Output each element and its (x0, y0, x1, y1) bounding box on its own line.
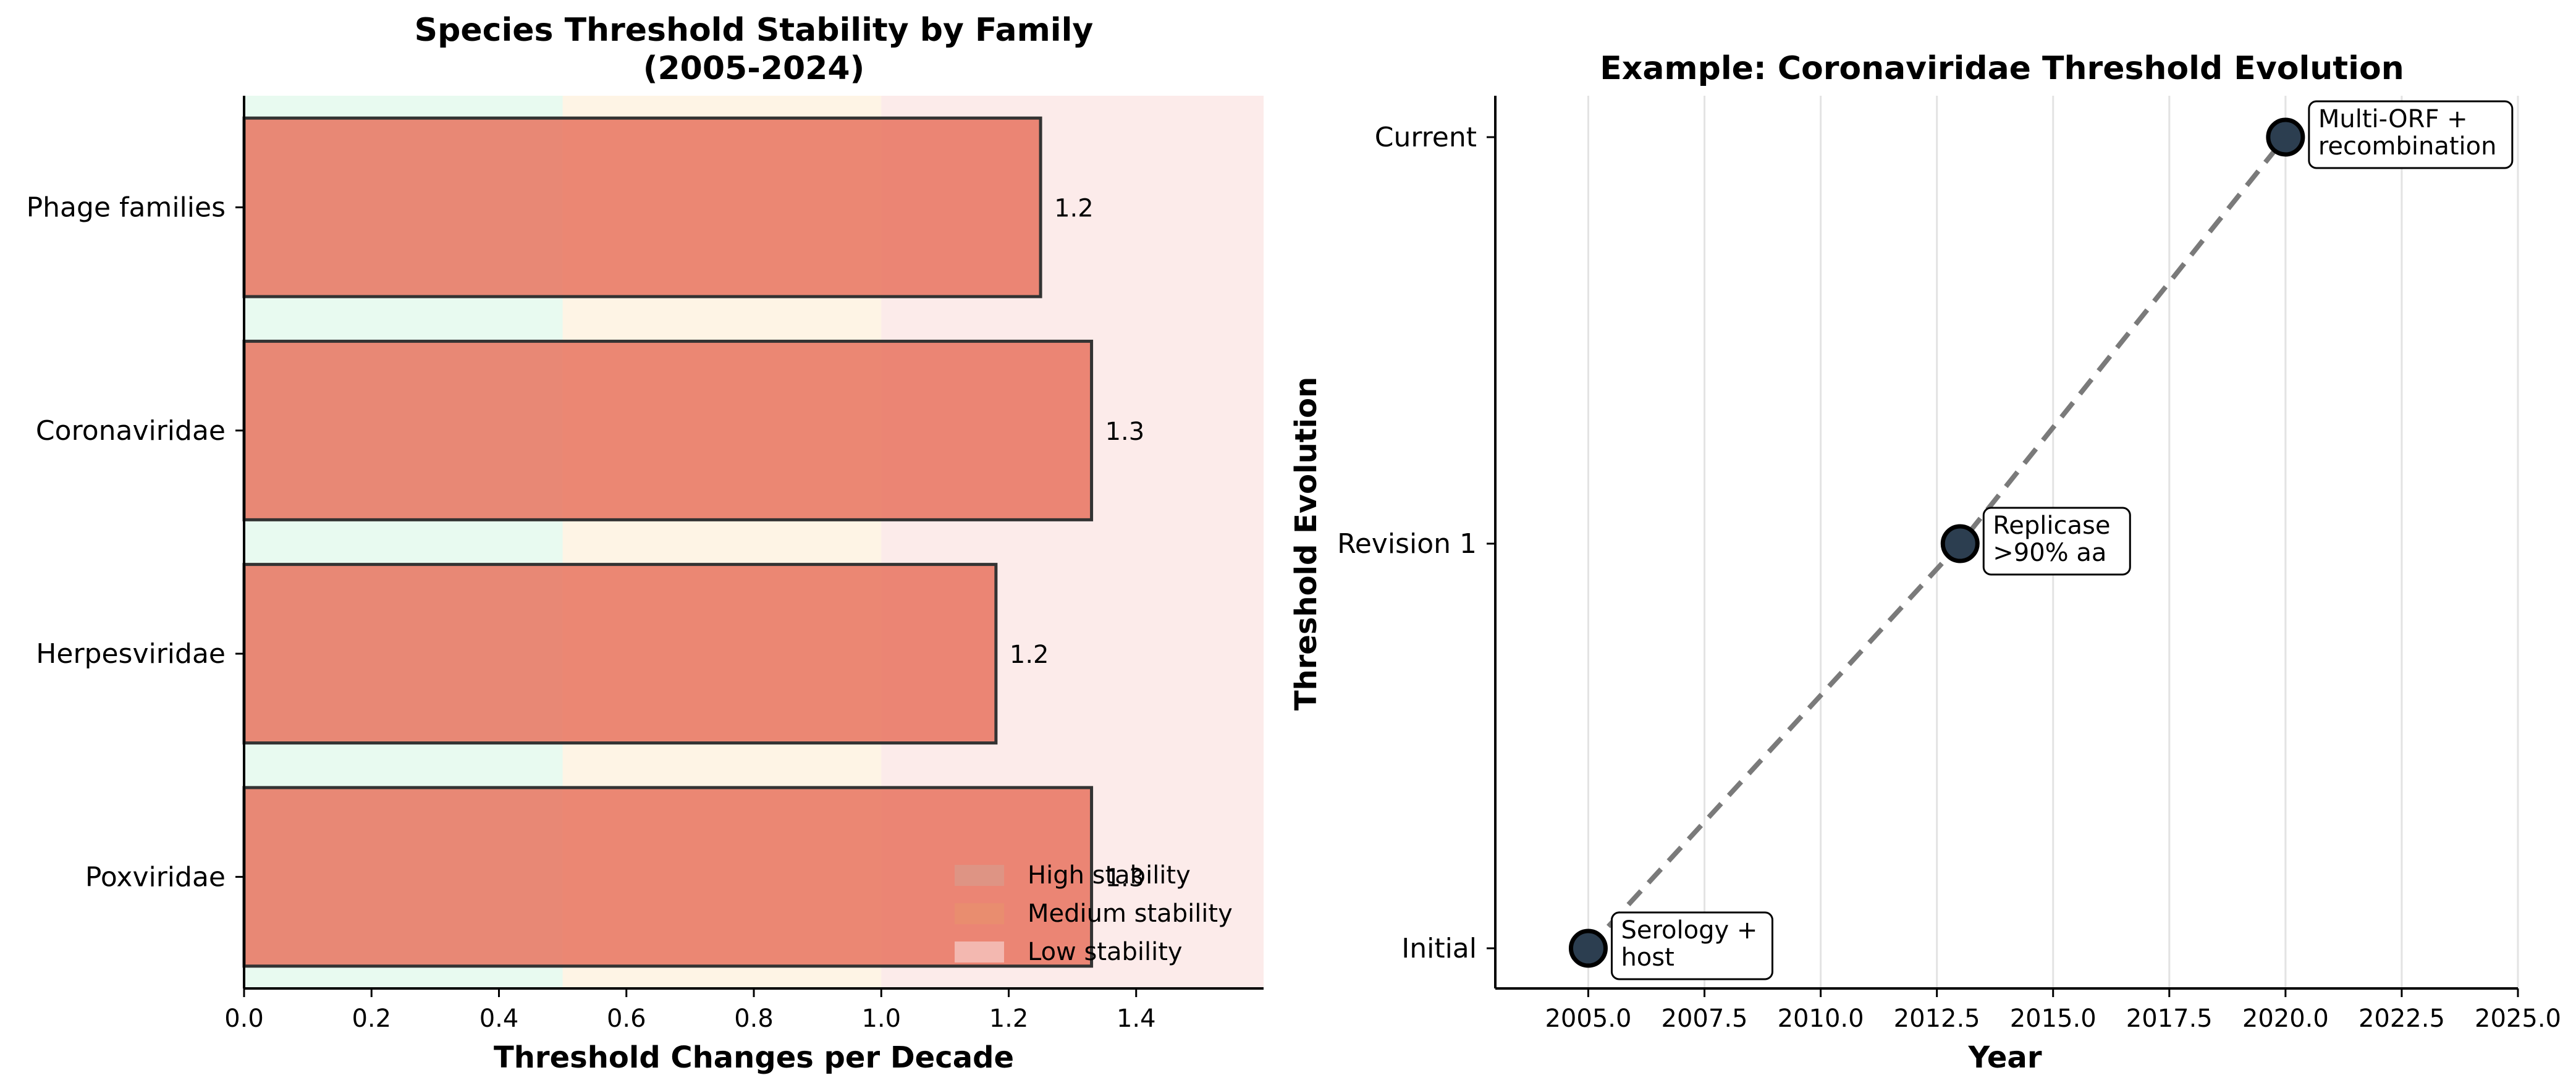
annotation-box (2308, 100, 2514, 169)
data-point (1568, 929, 1608, 968)
y-tick-label: Poxviridae (85, 861, 226, 893)
x-tick-label: 0.8 (734, 1005, 774, 1033)
y-tick-label: Phage families (27, 192, 226, 224)
x-tick-label: 1.2 (989, 1005, 1029, 1033)
x-tick-label: 0.6 (607, 1005, 646, 1033)
left-x-axis-label: Threshold Changes per Decade (494, 1040, 1014, 1075)
annotation-text: Multi-ORF + (2318, 105, 2468, 133)
right-chart-title: Example: Coronaviridae Threshold Evoluti… (1600, 50, 2404, 87)
legend-label: Medium stability (1028, 899, 1233, 928)
data-point (1940, 524, 1980, 563)
x-tick-label: 2025.0 (2475, 1005, 2561, 1033)
bar-value-label: 1.3 (1105, 418, 1145, 446)
x-tick-label: 1.4 (1117, 1005, 1156, 1033)
annotation-text: host (1621, 943, 1674, 972)
x-tick-label: 2022.5 (2359, 1005, 2445, 1033)
x-tick-label: 2005.0 (1545, 1005, 1631, 1033)
x-tick-label: 2007.5 (1662, 1005, 1748, 1033)
bar (242, 339, 1094, 521)
bar-value-label: 1.2 (1010, 641, 1049, 669)
data-point (2266, 117, 2305, 157)
x-tick-label: 1.0 (861, 1005, 901, 1033)
y-tick-label: Current (1375, 122, 1477, 153)
x-tick-label: 0.4 (479, 1005, 519, 1033)
bar-value-label: 1.2 (1054, 195, 1094, 223)
bar (242, 563, 998, 745)
bar (242, 786, 1094, 968)
x-tick-label: 2010.0 (1778, 1005, 1864, 1033)
right-y-axis-label: Threshold Evolution (1289, 377, 1324, 711)
legend-label: High stability (1028, 861, 1191, 890)
annotation-text: recombination (2318, 132, 2497, 161)
x-tick-label: 0.2 (352, 1005, 391, 1033)
legend-swatch (955, 941, 1004, 963)
stability-bar-chart: Species Threshold Stability by Family (2… (27, 12, 1264, 1075)
annotation-text: >90% aa (1993, 539, 2106, 567)
x-tick-label: 2020.0 (2242, 1005, 2329, 1033)
annotation-box (1610, 911, 1773, 980)
annotation-text: Replicase (1993, 512, 2110, 540)
y-tick-label: Initial (1401, 933, 1477, 964)
y-tick-label: Herpesviridae (36, 638, 226, 670)
x-tick-label: 0.0 (224, 1005, 264, 1033)
right-x-axis-label: Year (1968, 1040, 2042, 1075)
bar (242, 116, 1042, 298)
annotation-box (1982, 507, 2131, 576)
coronaviridae-evolution-chart: Example: Coronaviridae Threshold Evoluti… (1289, 50, 2561, 1075)
x-tick-label: 2015.0 (2010, 1005, 2097, 1033)
y-tick-label: Revision 1 (1337, 528, 1477, 560)
x-tick-label: 2017.5 (2126, 1005, 2213, 1033)
x-tick-label: 2012.5 (1894, 1005, 1980, 1033)
legend-swatch (955, 903, 1004, 924)
left-chart-subtitle: (2005-2024) (643, 50, 865, 87)
y-tick-label: Coronaviridae (36, 415, 226, 447)
annotation-text: Serology + (1621, 916, 1757, 945)
legend-label: Low stability (1028, 938, 1183, 966)
legend-swatch (955, 865, 1004, 886)
bar-value-label: 1.3 (1105, 864, 1145, 892)
left-chart-title: Species Threshold Stability by Family (415, 12, 1094, 49)
